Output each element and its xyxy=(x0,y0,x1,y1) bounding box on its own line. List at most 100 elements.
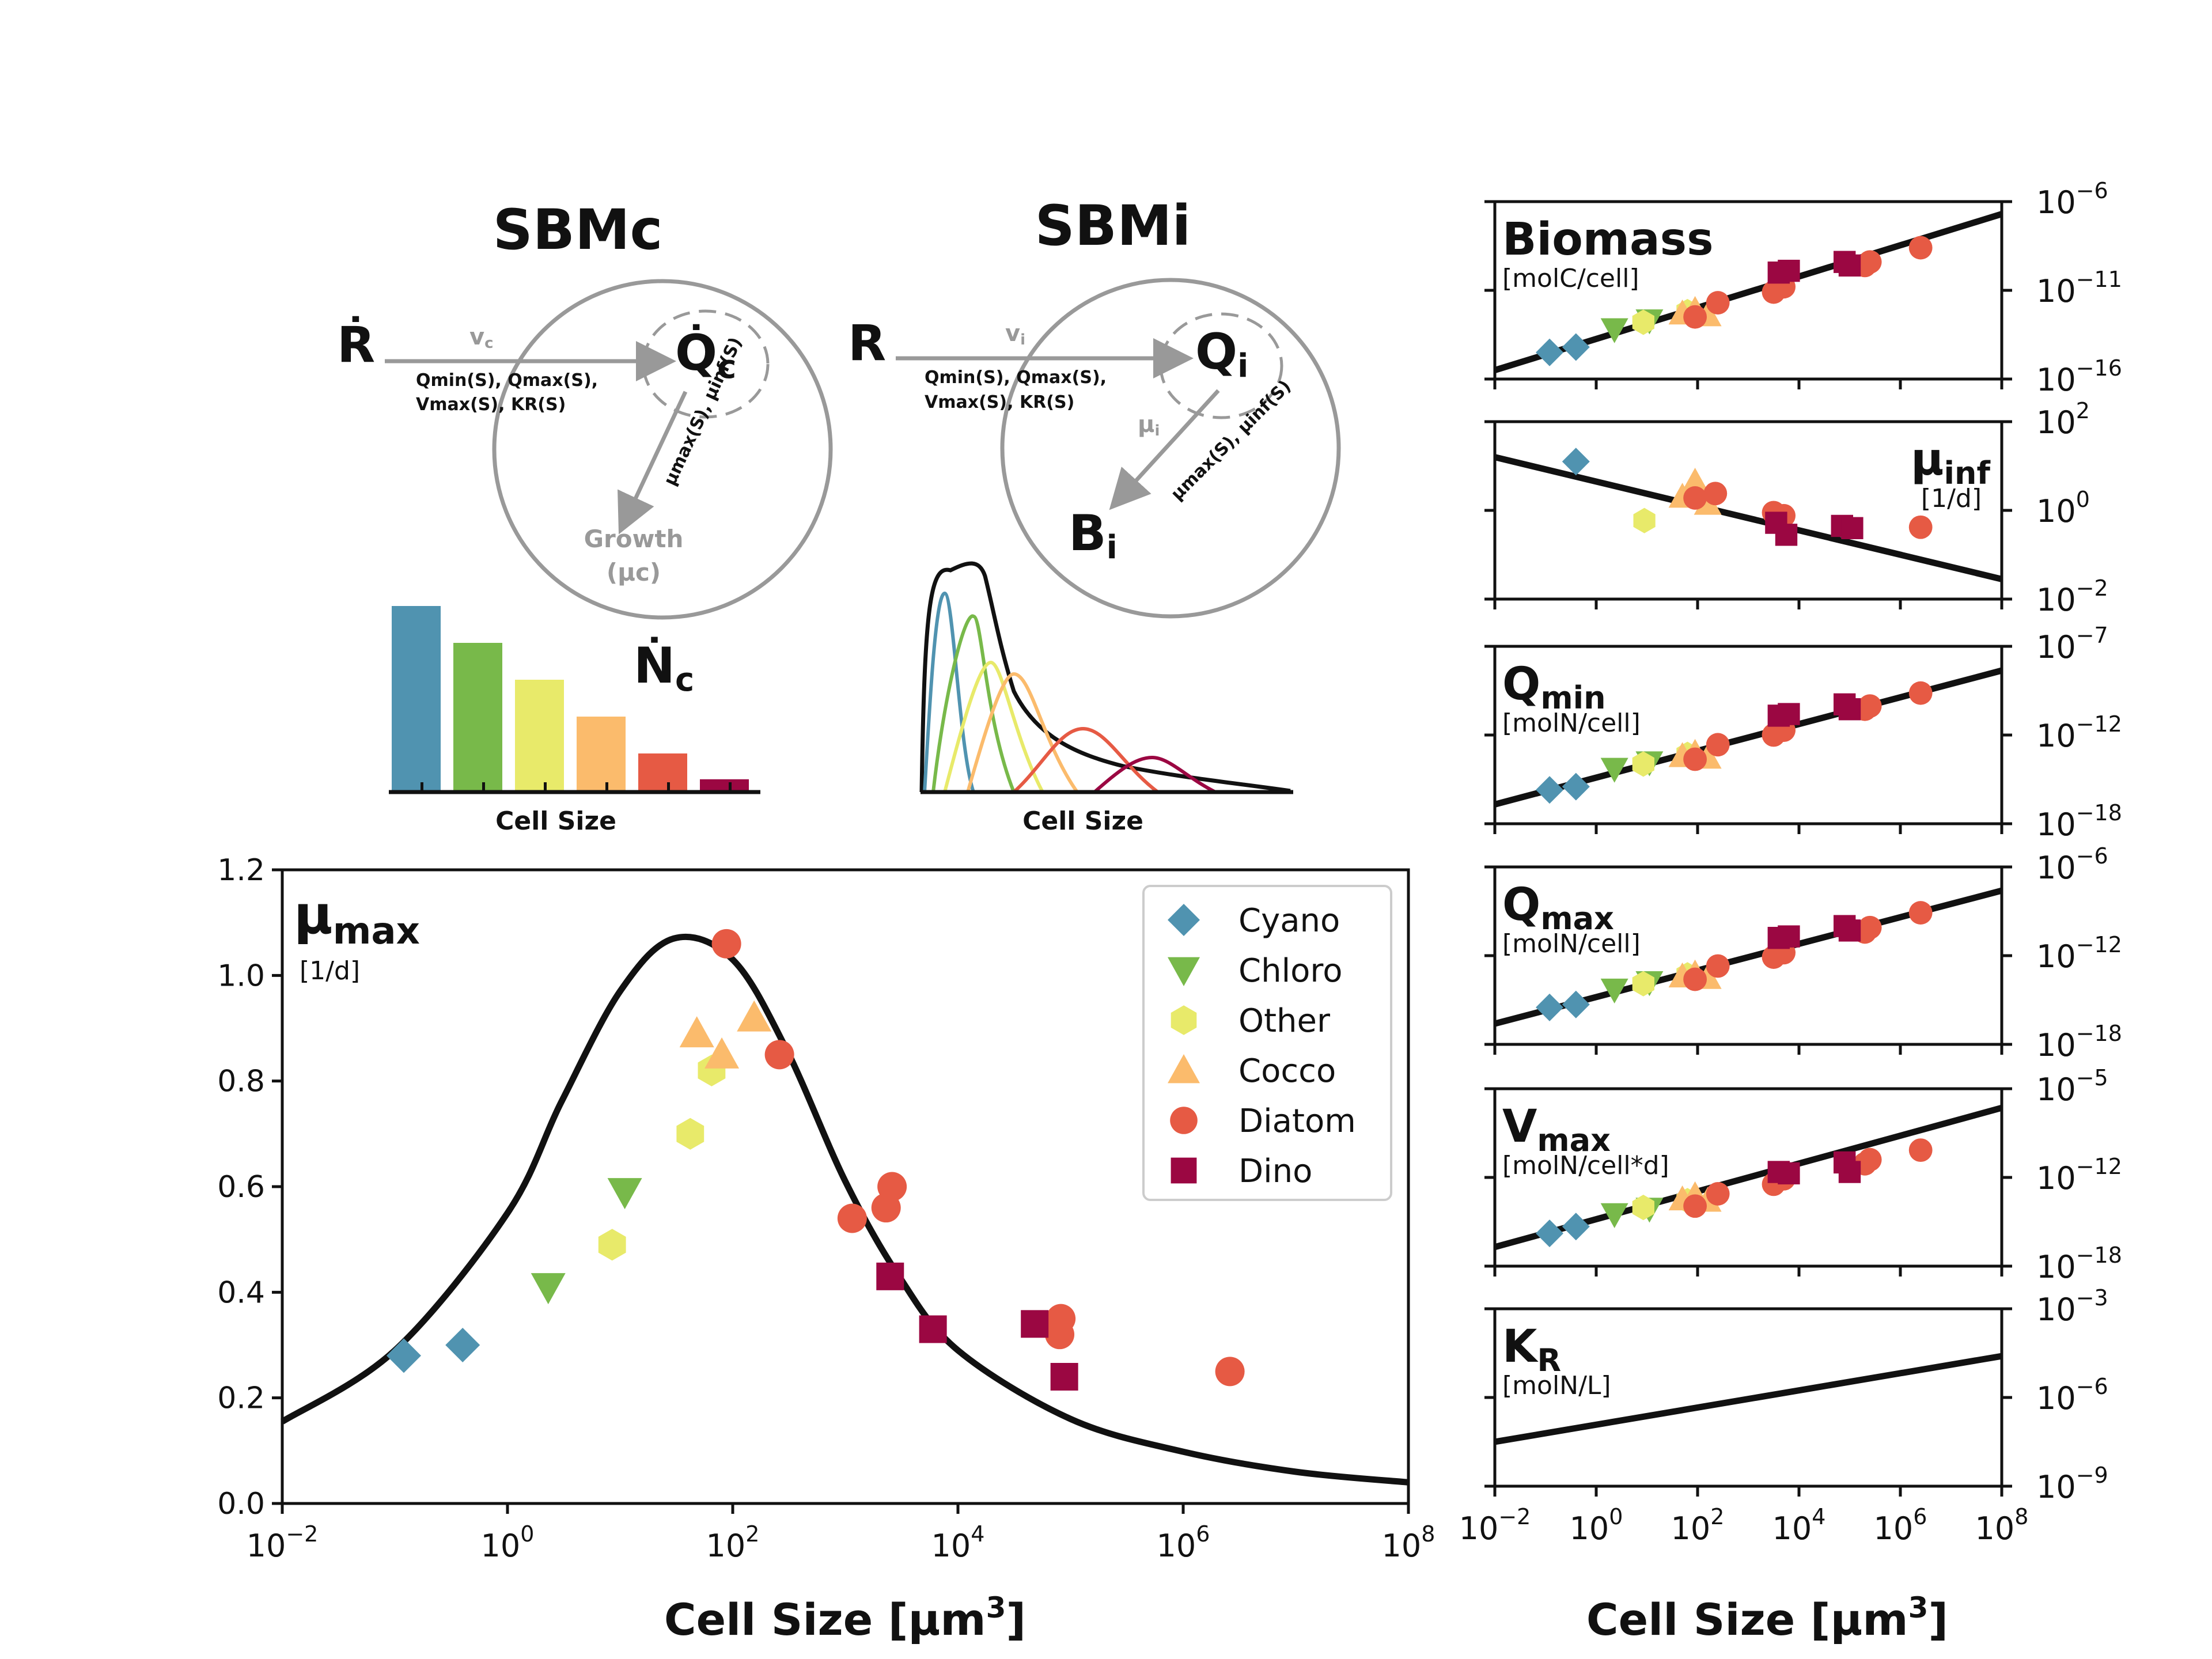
panel-1: 10−6 10−11 10−16 Biomass[molC/cell] xyxy=(1484,178,2122,398)
y-tick-label: 10−6 xyxy=(2036,178,2108,221)
panel-title: Qmax xyxy=(1502,879,1614,937)
point-cyano xyxy=(1562,333,1590,361)
sbmi-cell-circle xyxy=(1000,278,1341,619)
right-x-tick-label: 100 xyxy=(1570,1504,1623,1547)
point-other xyxy=(1632,1195,1654,1221)
point-diatom xyxy=(1683,747,1707,771)
sbmc-r-label: Ṙ xyxy=(337,316,375,374)
legend-marker-other xyxy=(1171,1005,1197,1035)
point-dino xyxy=(1838,254,1861,277)
point-diatom xyxy=(1908,236,1933,260)
point-chloro xyxy=(1600,978,1628,1004)
legend-label-chloro: Chloro xyxy=(1238,952,1342,990)
point-diatom xyxy=(877,1172,907,1202)
legend-marker-chloro xyxy=(1168,957,1200,986)
point-dino xyxy=(1838,698,1861,721)
sbmi-schematic: SBMi R vi Qi Qmin(S), Qmax(S), Vmax(S), … xyxy=(848,194,1341,836)
panel-unit: [molN/cell] xyxy=(1502,709,1641,738)
sbmc-bar xyxy=(392,606,441,790)
sbmc-bar xyxy=(453,643,502,790)
point-diatom xyxy=(1683,305,1707,329)
sbmc-schematic: SBMc Ṙ vc Q̇c Qmin(S), Qmax(S), Vmax(S),… xyxy=(337,198,833,836)
point-chloro xyxy=(1600,318,1628,343)
sbmi-envelope-curve xyxy=(919,561,1291,793)
sbmi-r-label: R xyxy=(848,315,886,372)
panel-unit: [molN/L] xyxy=(1502,1371,1611,1400)
panel-unit: [molN/cell] xyxy=(1502,929,1641,959)
right-x-tick-label: 10−2 xyxy=(1459,1504,1531,1547)
sbmc-growth-rate-label: (μc) xyxy=(607,558,661,586)
sbmc-bar xyxy=(638,753,687,790)
right-x-tick-label: 104 xyxy=(1772,1504,1826,1547)
sbmi-chloro-curve xyxy=(931,614,1016,793)
sbmi-dino-curve xyxy=(1093,755,1217,794)
sbmi-mu-label: μi xyxy=(1138,411,1160,440)
panel-title: Qmin xyxy=(1502,658,1606,716)
point-cocco xyxy=(737,1000,772,1032)
y-tick-label: 10−6 xyxy=(2036,843,2108,886)
y-tick-label: 10−5 xyxy=(2036,1065,2108,1108)
point-other xyxy=(1632,751,1654,777)
point-diatom xyxy=(1858,1147,1882,1172)
legend: Cyano Chloro Other Cocco Diatom Dino xyxy=(1142,885,1392,1201)
y-tick-label: 0.8 xyxy=(217,1065,265,1099)
legend-label-dino: Dino xyxy=(1238,1153,1312,1190)
x-tick-label: 104 xyxy=(931,1521,985,1564)
sbmc-params-line1: Qmin(S), Qmax(S), xyxy=(416,370,598,391)
x-tick-label: 100 xyxy=(481,1521,535,1564)
panel-3: 10−7 10−12 10−18 Qmin[molN/cell] xyxy=(1484,623,2122,843)
sbmc-growth-arrow xyxy=(618,391,688,535)
point-diatom xyxy=(1706,733,1730,757)
y-tick-label: 100 xyxy=(2036,487,2090,529)
sbmc-xlabel: Cell Size xyxy=(495,806,616,836)
point-dino xyxy=(1778,1162,1800,1185)
point-dino xyxy=(1775,524,1798,546)
point-cyano xyxy=(1562,1213,1590,1241)
y-tick-label: 10−3 xyxy=(2036,1285,2108,1328)
y-tick-label: 10−18 xyxy=(2036,1243,2122,1285)
mumax-unit: [1/d] xyxy=(300,956,360,986)
panel-title: Biomass xyxy=(1502,214,1714,266)
point-cyano xyxy=(386,1338,421,1373)
point-dino xyxy=(1778,925,1800,948)
right-x-tick-label: 108 xyxy=(1975,1504,2029,1547)
sbmi-quota-pool xyxy=(1159,312,1283,419)
point-dino xyxy=(1778,703,1800,725)
legend-label-other: Other xyxy=(1238,1002,1331,1040)
legend-label-diatom: Diatom xyxy=(1238,1103,1356,1140)
sbmi-v-label: vi xyxy=(1005,320,1025,349)
legend-marker-diatom xyxy=(1170,1107,1198,1134)
sbmc-quota-pool xyxy=(642,309,770,419)
mumax-x-axis: 10−2 100 102 104 106 108 xyxy=(247,1503,1435,1564)
panel-5: 10−5 10−12 10−18 Vmax[molN/cell*d] xyxy=(1484,1065,2122,1285)
point-dino xyxy=(1778,259,1800,282)
sbmc-v-label: vc xyxy=(469,324,494,352)
sbmi-xlabel: Cell Size xyxy=(1022,806,1143,836)
y-tick-label: 0.0 xyxy=(217,1487,265,1521)
sbmi-params-line2: Vmax(S), KR(S) xyxy=(925,392,1074,412)
point-diatom xyxy=(1908,1138,1933,1162)
point-diatom xyxy=(1683,486,1707,510)
point-other xyxy=(1633,507,1656,533)
panel-unit: [molN/cell*d] xyxy=(1502,1151,1669,1180)
point-cyano xyxy=(1562,448,1590,476)
y-tick-label: 10−18 xyxy=(2036,1021,2122,1063)
legend-marker-dino xyxy=(1171,1157,1197,1184)
legend-box xyxy=(1142,885,1392,1201)
mumax-chart: 0.00.20.40.60.81.01.2 10−2 100 102 104 106 10… xyxy=(217,853,1435,1645)
point-cyano xyxy=(1536,1219,1564,1248)
point-diatom xyxy=(1908,515,1933,539)
y-tick-label: 102 xyxy=(2036,398,2090,441)
x-tick-label: 106 xyxy=(1157,1521,1210,1564)
point-dino xyxy=(919,1315,947,1343)
right-x-axis-label: Cell Size [μm3] xyxy=(1586,1591,1948,1645)
sbmi-params-line1: Qmin(S), Qmax(S), xyxy=(925,368,1107,388)
point-diatom xyxy=(1683,967,1707,991)
y-tick-label: 10−12 xyxy=(2036,932,2122,975)
sbmc-growth-label: Growth xyxy=(584,525,684,553)
sbmc-bar xyxy=(515,680,564,790)
panel-unit: [molC/cell] xyxy=(1502,264,1639,293)
panel-title: Vmax xyxy=(1502,1101,1611,1158)
sbmi-mu-diag-label: μmax(S), μinf(S) xyxy=(1167,376,1295,504)
